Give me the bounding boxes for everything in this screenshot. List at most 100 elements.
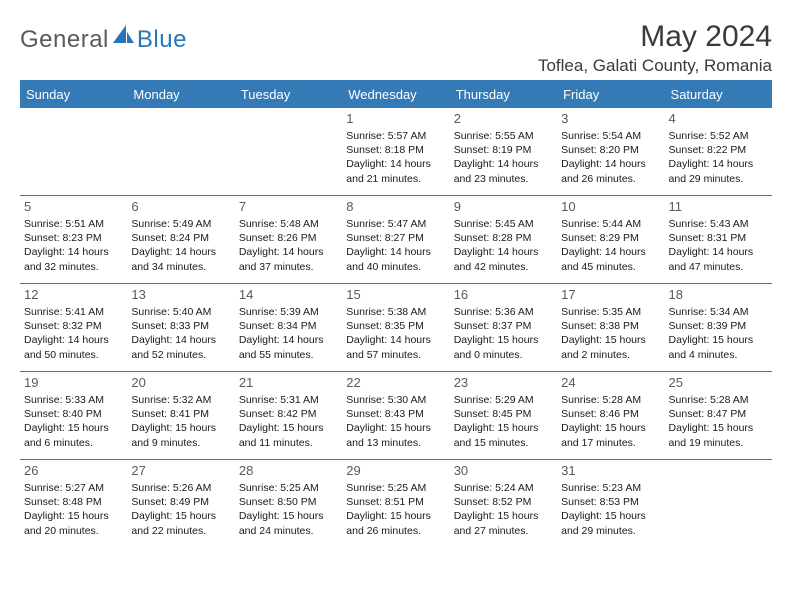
day-details: Sunrise: 5:54 AMSunset: 8:20 PMDaylight:… [561, 129, 660, 186]
calendar-day-cell: 3 Sunrise: 5:54 AMSunset: 8:20 PMDaylight… [557, 108, 664, 196]
day-details: Sunrise: 5:45 AMSunset: 8:28 PMDaylight:… [454, 217, 553, 274]
day-details: Sunrise: 5:55 AMSunset: 8:19 PMDaylight:… [454, 129, 553, 186]
day-number: 25 [669, 375, 768, 390]
day-details: Sunrise: 5:29 AMSunset: 8:45 PMDaylight:… [454, 393, 553, 450]
day-number: 12 [24, 287, 123, 302]
day-details: Sunrise: 5:23 AMSunset: 8:53 PMDaylight:… [561, 481, 660, 538]
day-details: Sunrise: 5:47 AMSunset: 8:27 PMDaylight:… [346, 217, 445, 274]
calendar-day-cell: 5Sunrise: 5:51 AMSunset: 8:23 PMDaylight… [20, 196, 127, 284]
calendar-day-cell: 4Sunrise: 5:52 AMSunset: 8:22 PMDaylight… [665, 108, 772, 196]
day-header-row: Sunday Monday Tuesday Wednesday Thursday… [20, 81, 772, 108]
calendar-week-row: 12 Sunrise: 5:41 AMSunset: 8:32 PMDayligh… [20, 284, 772, 372]
calendar-day-cell: 23Sunrise: 5:29 AMSunset: 8:45 PMDayligh… [450, 372, 557, 460]
calendar-day-cell: 1Sunrise: 5:57 AMSunset: 8:18 PMDaylight… [342, 108, 449, 196]
day-number: 7 [239, 199, 338, 214]
day-header: Friday [557, 81, 664, 108]
day-details: Sunrise: 5:41 AMSunset: 8:32 PMDaylight:… [24, 305, 123, 362]
calendar-day-cell: 2 Sunrise: 5:55 AMSunset: 8:19 PMDaylight… [450, 108, 557, 196]
day-number: 18 [669, 287, 768, 302]
brand-part1: General [20, 26, 109, 54]
calendar-day-cell: 18 Sunrise: 5:34 AMSunset: 8:39 PMDayligh… [665, 284, 772, 372]
calendar-day-cell: 9 Sunrise: 5:45 AMSunset: 8:28 PMDaylight… [450, 196, 557, 284]
calendar-day-cell: 24 Sunrise: 5:28 AMSunset: 8:46 PMDayligh… [557, 372, 664, 460]
calendar-day-cell: 26Sunrise: 5:27 AMSunset: 8:48 PMDayligh… [20, 460, 127, 548]
day-details: Sunrise: 5:39 AMSunset: 8:34 PMDaylight:… [239, 305, 338, 362]
calendar-day-cell [127, 108, 234, 196]
calendar-day-cell: 31 Sunrise: 5:23 AMSunset: 8:53 PMDayligh… [557, 460, 664, 548]
calendar-day-cell [235, 108, 342, 196]
day-details: Sunrise: 5:24 AMSunset: 8:52 PMDaylight:… [454, 481, 553, 538]
day-details: Sunrise: 5:25 AMSunset: 8:50 PMDaylight:… [239, 481, 338, 538]
day-number: 4 [669, 111, 768, 126]
day-number: 13 [131, 287, 230, 302]
calendar-day-cell: 29 Sunrise: 5:25 AMSunset: 8:51 PMDayligh… [342, 460, 449, 548]
calendar-day-cell: 28Sunrise: 5:25 AMSunset: 8:50 PMDayligh… [235, 460, 342, 548]
day-details: Sunrise: 5:31 AMSunset: 8:42 PMDaylight:… [239, 393, 338, 450]
calendar-day-cell: 21 Sunrise: 5:31 AMSunset: 8:42 PMDayligh… [235, 372, 342, 460]
day-details: Sunrise: 5:44 AMSunset: 8:29 PMDaylight:… [561, 217, 660, 274]
calendar-day-cell: 25Sunrise: 5:28 AMSunset: 8:47 PMDayligh… [665, 372, 772, 460]
day-number: 30 [454, 463, 553, 478]
day-details: Sunrise: 5:30 AMSunset: 8:43 PMDaylight:… [346, 393, 445, 450]
day-number: 29 [346, 463, 445, 478]
day-header: Tuesday [235, 81, 342, 108]
day-details: Sunrise: 5:25 AMSunset: 8:51 PMDaylight:… [346, 481, 445, 538]
day-number: 10 [561, 199, 660, 214]
calendar-day-cell: 15 Sunrise: 5:38 AMSunset: 8:35 PMDayligh… [342, 284, 449, 372]
day-number: 9 [454, 199, 553, 214]
calendar-day-cell: 22 Sunrise: 5:30 AMSunset: 8:43 PMDayligh… [342, 372, 449, 460]
day-number: 14 [239, 287, 338, 302]
brand-part2: Blue [137, 26, 187, 54]
calendar-day-cell: 16 Sunrise: 5:36 AMSunset: 8:37 PMDayligh… [450, 284, 557, 372]
day-number: 1 [346, 111, 445, 126]
day-number: 15 [346, 287, 445, 302]
day-details: Sunrise: 5:34 AMSunset: 8:39 PMDaylight:… [669, 305, 768, 362]
location: Toflea, Galati County, Romania [538, 56, 772, 76]
calendar-day-cell: 19Sunrise: 5:33 AMSunset: 8:40 PMDayligh… [20, 372, 127, 460]
day-number: 26 [24, 463, 123, 478]
calendar-week-row: 1Sunrise: 5:57 AMSunset: 8:18 PMDaylight… [20, 108, 772, 196]
calendar-day-cell [20, 108, 127, 196]
day-details: Sunrise: 5:49 AMSunset: 8:24 PMDaylight:… [131, 217, 230, 274]
logo-sail-icon [113, 25, 135, 50]
day-details: Sunrise: 5:32 AMSunset: 8:41 PMDaylight:… [131, 393, 230, 450]
day-number: 24 [561, 375, 660, 390]
calendar-day-cell: 12 Sunrise: 5:41 AMSunset: 8:32 PMDayligh… [20, 284, 127, 372]
day-number: 11 [669, 199, 768, 214]
day-number: 3 [561, 111, 660, 126]
day-details: Sunrise: 5:51 AMSunset: 8:23 PMDaylight:… [24, 217, 123, 274]
header: General Blue May 2024 Toflea, Galati Cou… [20, 20, 772, 76]
day-header: Thursday [450, 81, 557, 108]
day-details: Sunrise: 5:28 AMSunset: 8:46 PMDaylight:… [561, 393, 660, 450]
day-number: 31 [561, 463, 660, 478]
title-block: May 2024 Toflea, Galati County, Romania [538, 20, 772, 76]
calendar-day-cell [665, 460, 772, 548]
month-title: May 2024 [538, 20, 772, 54]
day-details: Sunrise: 5:33 AMSunset: 8:40 PMDaylight:… [24, 393, 123, 450]
day-number: 21 [239, 375, 338, 390]
day-details: Sunrise: 5:26 AMSunset: 8:49 PMDaylight:… [131, 481, 230, 538]
calendar-day-cell: 13 Sunrise: 5:40 AMSunset: 8:33 PMDayligh… [127, 284, 234, 372]
calendar-day-cell: 14 Sunrise: 5:39 AMSunset: 8:34 PMDayligh… [235, 284, 342, 372]
calendar-day-cell: 7Sunrise: 5:48 AMSunset: 8:26 PMDaylight… [235, 196, 342, 284]
day-header: Monday [127, 81, 234, 108]
day-details: Sunrise: 5:40 AMSunset: 8:33 PMDaylight:… [131, 305, 230, 362]
day-details: Sunrise: 5:36 AMSunset: 8:37 PMDaylight:… [454, 305, 553, 362]
day-number: 20 [131, 375, 230, 390]
calendar-day-cell: 10 Sunrise: 5:44 AMSunset: 8:29 PMDayligh… [557, 196, 664, 284]
day-header: Sunday [20, 81, 127, 108]
calendar-week-row: 26Sunrise: 5:27 AMSunset: 8:48 PMDayligh… [20, 460, 772, 548]
day-number: 8 [346, 199, 445, 214]
calendar-week-row: 5Sunrise: 5:51 AMSunset: 8:23 PMDaylight… [20, 196, 772, 284]
calendar-day-cell: 30 Sunrise: 5:24 AMSunset: 8:52 PMDayligh… [450, 460, 557, 548]
calendar-day-cell: 20 Sunrise: 5:32 AMSunset: 8:41 PMDayligh… [127, 372, 234, 460]
day-number: 22 [346, 375, 445, 390]
day-header: Wednesday [342, 81, 449, 108]
day-header: Saturday [665, 81, 772, 108]
calendar-day-cell: 6Sunrise: 5:49 AMSunset: 8:24 PMDaylight… [127, 196, 234, 284]
day-number: 2 [454, 111, 553, 126]
day-details: Sunrise: 5:38 AMSunset: 8:35 PMDaylight:… [346, 305, 445, 362]
day-number: 27 [131, 463, 230, 478]
day-number: 16 [454, 287, 553, 302]
day-number: 17 [561, 287, 660, 302]
